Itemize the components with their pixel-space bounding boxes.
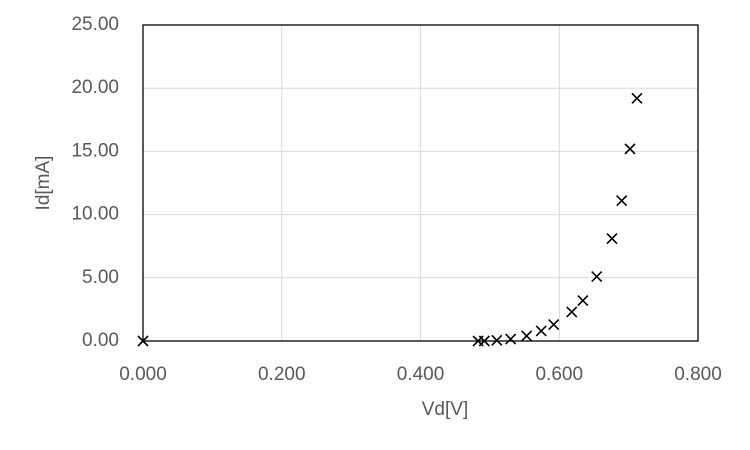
scatter-point bbox=[566, 306, 578, 318]
y-axis-title: Id[mA] bbox=[33, 156, 54, 211]
x-tick-label: 0.600 bbox=[535, 364, 583, 385]
scatter-point bbox=[591, 270, 603, 283]
y-tick-label: 25.00 bbox=[71, 14, 119, 35]
scatter-point bbox=[631, 92, 643, 104]
x-tick-label: 0.000 bbox=[119, 364, 167, 385]
scatter-point bbox=[478, 335, 490, 347]
scatter-point bbox=[616, 195, 628, 207]
scatter-point bbox=[535, 325, 547, 337]
x-axis-title: Vd[V] bbox=[422, 399, 468, 420]
scatter-point bbox=[606, 233, 618, 245]
scatter-point bbox=[521, 330, 533, 342]
scatter-point bbox=[624, 143, 636, 155]
scatter-point bbox=[577, 294, 589, 307]
scatter-point bbox=[548, 319, 560, 331]
x-tick-label: 0.200 bbox=[258, 364, 306, 385]
y-tick-label: 10.00 bbox=[71, 204, 119, 225]
plot-border bbox=[142, 24, 699, 342]
x-tick-label: 0.800 bbox=[674, 364, 722, 385]
scatter-point bbox=[505, 333, 517, 345]
y-tick-label: 15.00 bbox=[71, 140, 119, 161]
scatter-point bbox=[491, 334, 503, 346]
x-tick-label: 0.400 bbox=[397, 364, 445, 385]
y-tick-label: 5.00 bbox=[82, 267, 119, 288]
y-tick-label: 0.00 bbox=[82, 330, 119, 351]
scatter-point bbox=[137, 335, 149, 347]
y-tick-label: 20.00 bbox=[71, 77, 119, 98]
